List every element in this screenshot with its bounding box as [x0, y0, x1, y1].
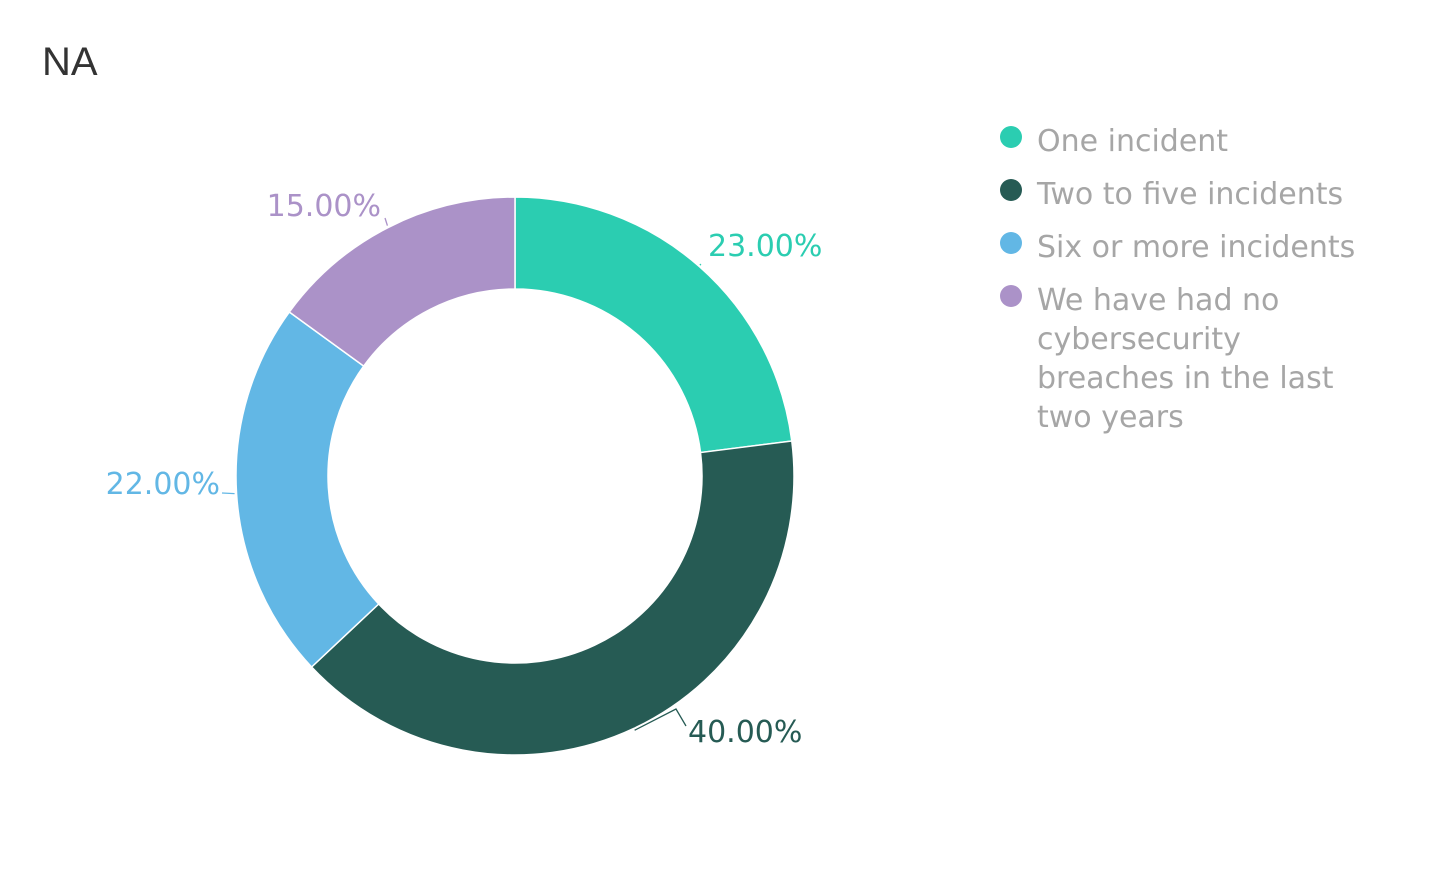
- data-label-no-breaches: 15.00%: [267, 189, 381, 224]
- data-label-one-incident: 23.00%: [708, 229, 822, 264]
- label-leader-lines: [221, 217, 702, 731]
- legend-label: Two to five incidents: [1037, 177, 1344, 212]
- data-label-six-or-more-incidents: 22.00%: [106, 467, 220, 502]
- legend-swatch: [1000, 285, 1022, 307]
- legend-swatch: [1000, 126, 1022, 148]
- slice-six-or-more-incidents: [235, 310, 380, 669]
- slice-no-breaches: [288, 196, 516, 368]
- slice-two-to-five-incidents: [310, 440, 795, 756]
- leader-line-six-or-more-incidents: [221, 492, 235, 495]
- slice-one-incident: [514, 196, 793, 454]
- chart-title: NA: [42, 40, 98, 84]
- donut-slices: [235, 196, 795, 756]
- legend: One incident Two to five incidents Six or …: [1000, 122, 1400, 451]
- legend-label: One incident: [1037, 124, 1229, 159]
- legend-swatch: [1000, 232, 1022, 254]
- data-label-two-to-five-incidents: 40.00%: [688, 715, 802, 750]
- legend-item-one-incident: One incident: [1000, 122, 1400, 161]
- legend-item-no-breaches: We have had no cybersecurity breaches in…: [1000, 281, 1400, 437]
- legend-label: Six or more incidents: [1037, 230, 1356, 265]
- leader-line-one-incident: [699, 263, 702, 266]
- leader-line-no-breaches: [384, 217, 389, 226]
- legend-item-six-or-more-incidents: Six or more incidents: [1000, 228, 1400, 267]
- data-labels: 23.00% 40.00% 22.00% 15.00%: [106, 189, 823, 750]
- leader-line-two-to-five-incidents: [634, 708, 687, 731]
- legend-swatch: [1000, 179, 1022, 201]
- legend-label: We have had no cybersecurity breaches in…: [1037, 283, 1334, 435]
- legend-item-two-to-five-incidents: Two to five incidents: [1000, 175, 1400, 214]
